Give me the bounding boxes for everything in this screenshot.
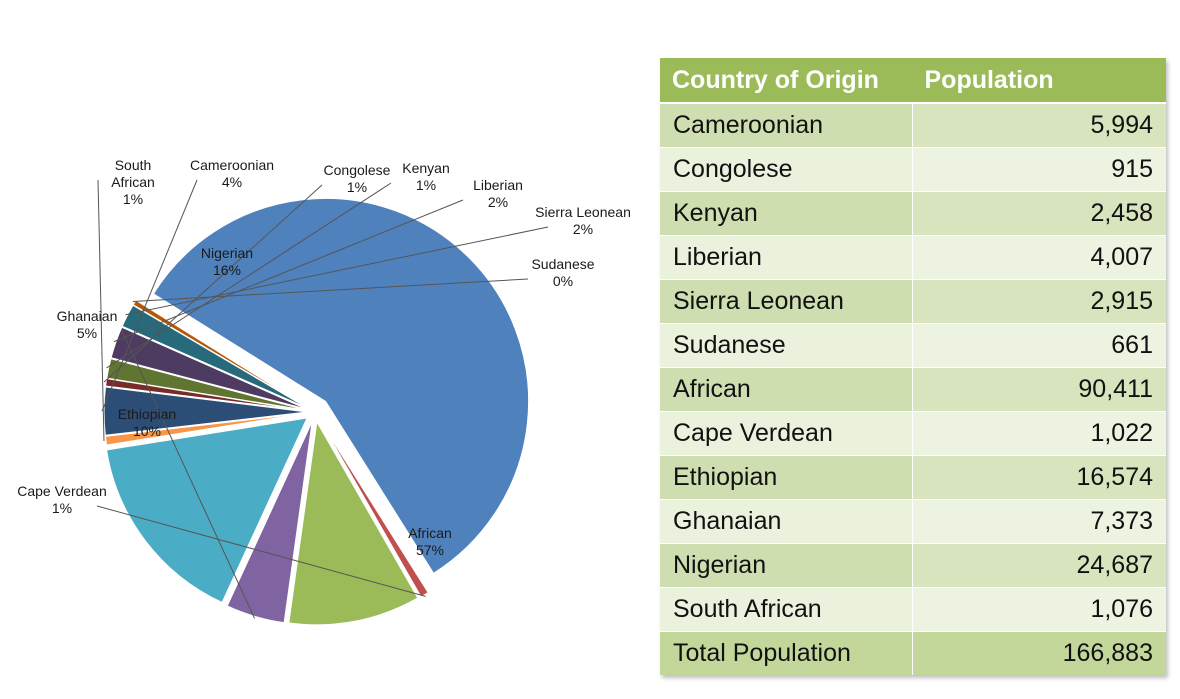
pie-slice-congolese bbox=[105, 378, 308, 412]
table-row: Nigerian 24,687 bbox=[660, 543, 1166, 588]
leader-line-ghanaian bbox=[121, 330, 255, 619]
leader-line-sudanese bbox=[132, 278, 529, 303]
country-cell: Ghanaian bbox=[660, 499, 913, 544]
pie-slice-cameroonian bbox=[103, 386, 308, 436]
population-cell: 16,574 bbox=[912, 455, 1166, 500]
table-row: Congolese 915 bbox=[660, 147, 1166, 192]
table-row: Sudanese 661 bbox=[660, 323, 1166, 368]
pie-slice-kenyan bbox=[106, 358, 308, 411]
leader-line-kenyan bbox=[106, 182, 392, 369]
slice-label-kenyan: Kenyan 1% bbox=[402, 160, 449, 193]
slice-label-sierra-leonean: Sierra Leonean 2% bbox=[535, 204, 631, 237]
slice-label-cape-verdean: Cape Verdean 1% bbox=[17, 483, 107, 516]
slice-label-african: African 57% bbox=[408, 525, 452, 558]
table-row: Kenyan 2,458 bbox=[660, 191, 1166, 236]
pie-slice-nigerian bbox=[105, 417, 308, 604]
table-row: Cameroonian 5,994 bbox=[660, 102, 1166, 148]
population-cell: 7,373 bbox=[912, 499, 1166, 544]
leader-line-liberian bbox=[113, 199, 464, 343]
table-total-row: Total Population 166,883 bbox=[660, 631, 1166, 675]
country-cell: Sudanese bbox=[660, 323, 913, 368]
country-cell: Ethiopian bbox=[660, 455, 913, 500]
population-cell: 90,411 bbox=[912, 367, 1166, 412]
population-cell: 661 bbox=[912, 323, 1166, 368]
slice-label-liberian: Liberian 2% bbox=[473, 177, 523, 210]
slice-label-cameroonian: Cameroonian 4% bbox=[190, 157, 274, 190]
country-cell: Cape Verdean bbox=[660, 411, 913, 456]
header-population: Population bbox=[912, 58, 1166, 104]
population-cell: 2,915 bbox=[912, 279, 1166, 324]
pie-slice-liberian bbox=[110, 326, 308, 410]
pie-slice-south-african bbox=[104, 412, 308, 446]
country-cell: Sierra Leonean bbox=[660, 279, 913, 324]
country-cell: Nigerian bbox=[660, 543, 913, 588]
population-cell: 5,994 bbox=[912, 102, 1166, 148]
population-table: Country of Origin Population Cameroonian… bbox=[660, 58, 1166, 675]
population-cell: 166,883 bbox=[912, 631, 1166, 675]
country-cell: Cameroonian bbox=[660, 102, 913, 148]
pie-slice-cape-verdean bbox=[319, 420, 429, 598]
table-row: South African 1,076 bbox=[660, 587, 1166, 632]
slice-label-nigerian: Nigerian 16% bbox=[201, 245, 253, 278]
pie-chart-svg: African 57% Cape Verdean 1% Ethiopian 10% Ghan… bbox=[17, 157, 631, 626]
leader-line-congolese bbox=[103, 184, 323, 383]
country-cell: Kenyan bbox=[660, 191, 913, 236]
leader-line-cameroonian bbox=[101, 179, 198, 412]
table-row: African 90,411 bbox=[660, 367, 1166, 412]
table-row: Cape Verdean 1,022 bbox=[660, 411, 1166, 456]
population-cell: 915 bbox=[912, 147, 1166, 192]
population-cell: 1,076 bbox=[912, 587, 1166, 632]
population-cell: 2,458 bbox=[912, 191, 1166, 236]
country-cell: Congolese bbox=[660, 147, 913, 192]
slice-label-sudanese: Sudanese 0% bbox=[531, 256, 594, 289]
table-row: Ethiopian 16,574 bbox=[660, 455, 1166, 500]
table-row: Sierra Leonean 2,915 bbox=[660, 279, 1166, 324]
country-cell: South African bbox=[660, 587, 913, 632]
leader-line-sierra-leonean bbox=[125, 226, 549, 316]
table-row: Ghanaian 7,373 bbox=[660, 499, 1166, 544]
table-header-row: Country of Origin Population bbox=[660, 58, 1166, 104]
pie-chart: African 57% Cape Verdean 1% Ethiopian 10% Ghan… bbox=[17, 157, 631, 626]
pie-slice-sudanese bbox=[132, 299, 309, 409]
pie-slice-african bbox=[152, 197, 530, 574]
slice-label-south-african: South African 1% bbox=[111, 157, 155, 207]
slice-label-ghanaian: Ghanaian 5% bbox=[57, 308, 118, 341]
pie-slice-ethiopian bbox=[288, 420, 419, 626]
header-country: Country of Origin bbox=[660, 58, 913, 104]
slice-label-ethiopian: Ethiopian 10% bbox=[118, 406, 176, 439]
slice-label-congolese: Congolese 1% bbox=[324, 162, 391, 195]
table-row: Liberian 4,007 bbox=[660, 235, 1166, 280]
pie-slice-sierra-leonean bbox=[121, 304, 309, 409]
country-cell: African bbox=[660, 367, 913, 412]
country-cell: Total Population bbox=[660, 631, 913, 675]
population-cell: 4,007 bbox=[912, 235, 1166, 280]
leader-line-south-african bbox=[97, 179, 105, 442]
leader-line-cape-verdean bbox=[96, 505, 426, 597]
country-cell: Liberian bbox=[660, 235, 913, 280]
population-cell: 1,022 bbox=[912, 411, 1166, 456]
pie-slice-ghanaian bbox=[226, 421, 313, 624]
population-cell: 24,687 bbox=[912, 543, 1166, 588]
